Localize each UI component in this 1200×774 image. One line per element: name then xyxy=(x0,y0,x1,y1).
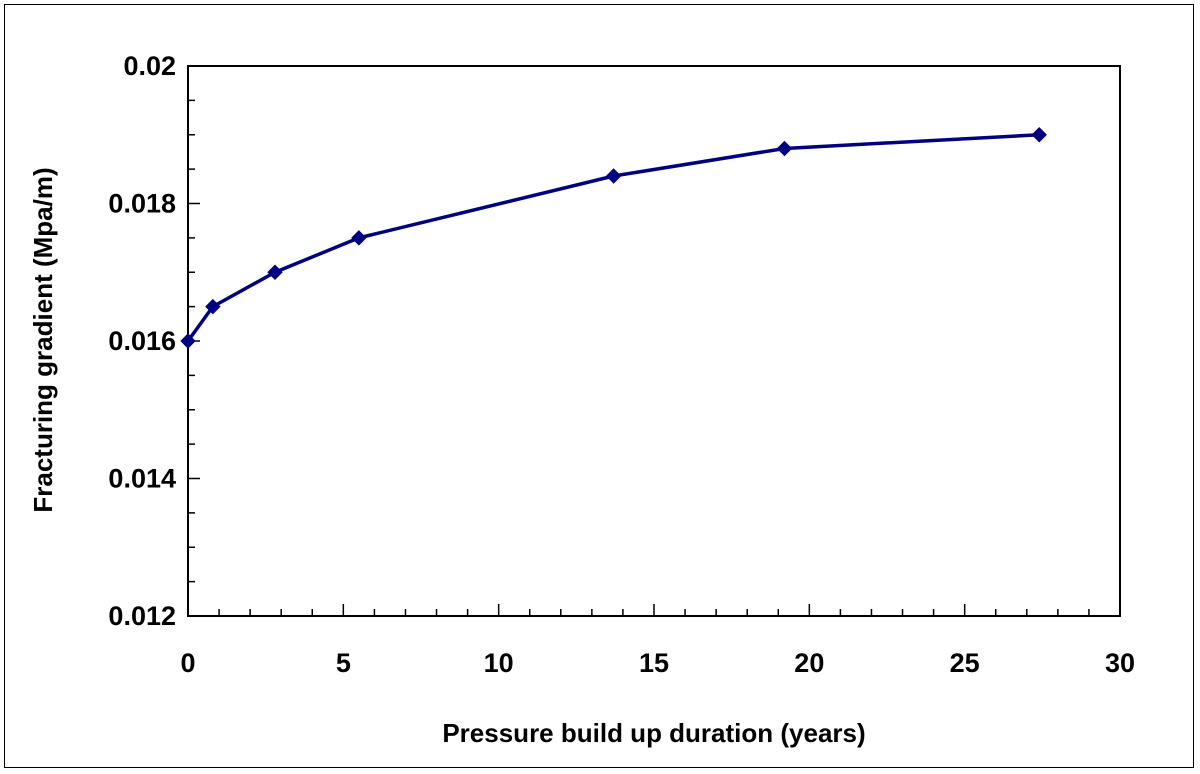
chart-frame xyxy=(4,4,1194,768)
data-point-marker xyxy=(180,333,196,349)
data-point-marker xyxy=(267,264,283,280)
series-layer xyxy=(180,127,1047,349)
y-tick-label: 0.014 xyxy=(108,464,176,494)
y-tick-label: 0.02 xyxy=(123,51,176,81)
axes xyxy=(187,65,1121,617)
x-tick-label: 15 xyxy=(639,648,669,678)
x-tick-label: 25 xyxy=(950,648,980,678)
tick-marks xyxy=(187,65,1121,617)
x-tick-label: 5 xyxy=(336,648,351,678)
x-tick-label: 0 xyxy=(180,648,195,678)
y-tick-label: 0.016 xyxy=(108,326,176,356)
data-point-marker xyxy=(205,298,221,315)
y-axis-title: Fracturing gradient (Mpa/m) xyxy=(28,167,58,512)
x-axis-title: Pressure build up duration (years) xyxy=(442,718,865,748)
tick-labels: 0 5 10 15 20 25 30 0.012 0.014 0.016 0.018 0.02 xyxy=(108,51,1135,678)
plot-area-border xyxy=(187,65,1121,617)
data-point-marker xyxy=(351,230,367,246)
x-tick-label: 10 xyxy=(484,648,514,678)
x-tick-label: 30 xyxy=(1105,648,1135,678)
y-tick-label: 0.018 xyxy=(108,189,176,219)
data-point-marker xyxy=(776,140,793,157)
x-tick-label: 20 xyxy=(794,648,824,678)
data-point-marker xyxy=(1031,127,1047,143)
series-line xyxy=(186,133,1040,343)
y-tick-label: 0.012 xyxy=(108,601,176,631)
data-point-marker xyxy=(605,168,622,184)
